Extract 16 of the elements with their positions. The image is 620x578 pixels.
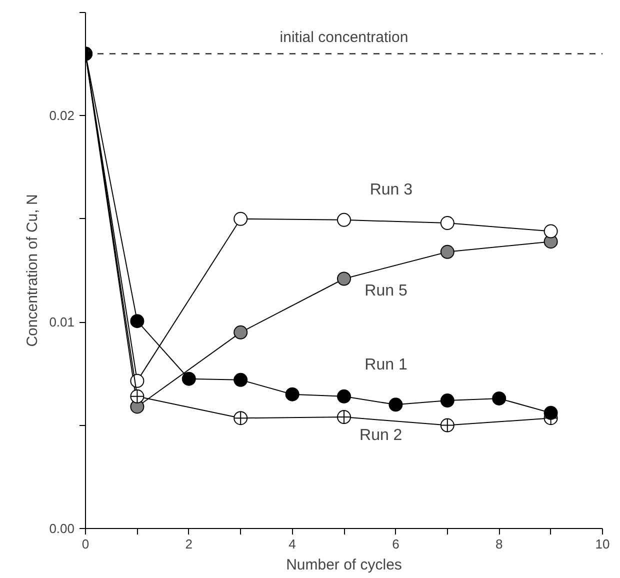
ref-line-label: initial concentration (280, 28, 408, 46)
x-axis-title: Number of cycles (286, 556, 402, 574)
y-axis-title: Concentration of Cu, N (24, 194, 42, 347)
x-tick-label: 4 (288, 536, 296, 552)
y-tick-label: 0.00 (49, 521, 75, 536)
y-tick-label: 0.01 (49, 314, 75, 330)
series-label: Run 1 (364, 356, 408, 374)
x-tick-label: 2 (185, 536, 193, 552)
x-tick-label: 10 (595, 536, 610, 552)
series-label: Run 2 (360, 426, 402, 444)
y-tick-label: 0.02 (49, 108, 75, 124)
x-tick-label: 0 (82, 536, 90, 552)
series-label: Run 5 (364, 282, 408, 300)
x-tick-label: 6 (392, 536, 400, 552)
series-label: Run 3 (370, 181, 413, 198)
x-tick-label: 8 (495, 536, 503, 552)
